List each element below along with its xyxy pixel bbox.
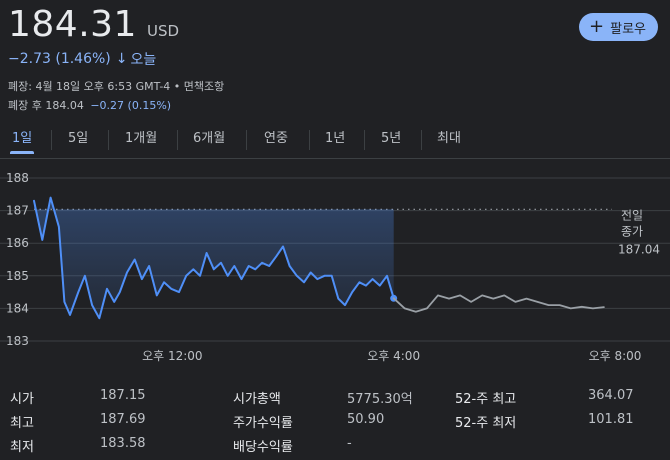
tabs-divider	[0, 158, 670, 159]
down-arrow-icon: ↓	[115, 51, 128, 67]
x-tick-label: 오후 8:00	[589, 349, 642, 363]
after-hours-price: 폐장 후 184.04	[8, 99, 84, 112]
y-tick-label: 184	[6, 301, 29, 315]
tab-divider	[246, 130, 247, 150]
price-row: 184.31 USD	[8, 4, 179, 45]
stat-label-market-cap: 시가총액	[233, 392, 281, 407]
stat-label-52w-low: 52-주 최저	[455, 416, 517, 431]
y-tick-label: 183	[6, 334, 29, 348]
tab-1m[interactable]: 1개월	[125, 131, 158, 146]
y-tick-label: 187	[6, 204, 29, 218]
stat-value-52w-high: 364.07	[588, 388, 634, 403]
y-tick-label: 186	[6, 236, 29, 250]
change-value: −2.73 (1.46%)	[8, 51, 111, 67]
previous-close-value: 187.04	[618, 242, 660, 256]
x-tick-label: 오후 4:00	[367, 349, 420, 363]
tab-max[interactable]: 최대	[437, 131, 461, 146]
tab-divider	[309, 130, 310, 150]
tab-divider	[108, 130, 109, 150]
after-hours-line	[392, 294, 605, 313]
stat-value-dividend-yield: -	[347, 436, 352, 451]
stat-value-pe-ratio: 50.90	[347, 412, 385, 427]
after-hours-change: −0.27 (0.15%)	[90, 99, 172, 112]
tab-ytd[interactable]: 연중	[264, 131, 288, 146]
plus-icon: +	[589, 16, 605, 37]
price-chart[interactable]: 188 187 186 185 184 183 오후 12:00 오후 4:00 오후 8:00…	[0, 160, 670, 382]
stat-label-open: 시가	[10, 392, 34, 407]
y-tick-label: 185	[6, 269, 29, 283]
stat-value-low: 183.58	[100, 436, 146, 451]
price-change: −2.73 (1.46%) ↓ 오늘	[8, 49, 156, 69]
stat-label-dividend-yield: 배당수익률	[233, 440, 293, 455]
y-tick-label: 188	[6, 171, 29, 185]
tab-divider	[421, 130, 422, 150]
stat-value-open: 187.15	[100, 388, 146, 403]
regular-session-area	[34, 197, 394, 319]
tab-1d[interactable]: 1일	[9, 128, 35, 154]
current-price: 184.31	[8, 4, 137, 45]
stat-label-high: 최고	[10, 416, 34, 431]
stat-label-52w-high: 52-주 최고	[455, 392, 517, 407]
x-tick-label: 오후 12:00	[142, 349, 202, 363]
stat-value-market-cap: 5775.30억	[347, 392, 413, 407]
stat-label-low: 최저	[10, 440, 34, 455]
previous-close-label-1: 전일	[621, 208, 643, 222]
tab-5d[interactable]: 5일	[68, 131, 89, 146]
chart-labels: 188 187 186 185 184 183 오후 12:00 오후 4:00 오후 8:00…	[6, 171, 660, 363]
tab-divider	[364, 130, 365, 150]
stat-value-52w-low: 101.81	[588, 412, 634, 427]
stat-label-pe-ratio: 주가수익률	[233, 416, 293, 431]
tab-divider	[177, 130, 178, 150]
tab-divider	[51, 130, 52, 150]
tab-5y[interactable]: 5년	[381, 131, 402, 146]
follow-button[interactable]: + 팔로우	[579, 13, 658, 41]
regular-session-line	[33, 196, 395, 320]
change-period: 오늘	[130, 52, 157, 68]
close-info: 폐장: 4월 18일 오후 6:53 GMT-4 • 면책조항	[8, 80, 225, 93]
after-hours-info: 폐장 후 184.04 −0.27 (0.15%)	[8, 97, 171, 113]
previous-close-label-2: 종가	[621, 224, 643, 238]
range-tabs: 1일 5일 1개월 6개월 연중 1년 5년 최대	[0, 128, 670, 156]
follow-button-label: 팔로우	[610, 21, 646, 37]
stat-value-high: 187.69	[100, 412, 146, 427]
tab-1y[interactable]: 1년	[325, 131, 346, 146]
chart-lines	[33, 196, 605, 320]
tab-6m[interactable]: 6개월	[193, 131, 226, 146]
chart-area	[34, 197, 394, 319]
currency: USD	[146, 22, 180, 40]
